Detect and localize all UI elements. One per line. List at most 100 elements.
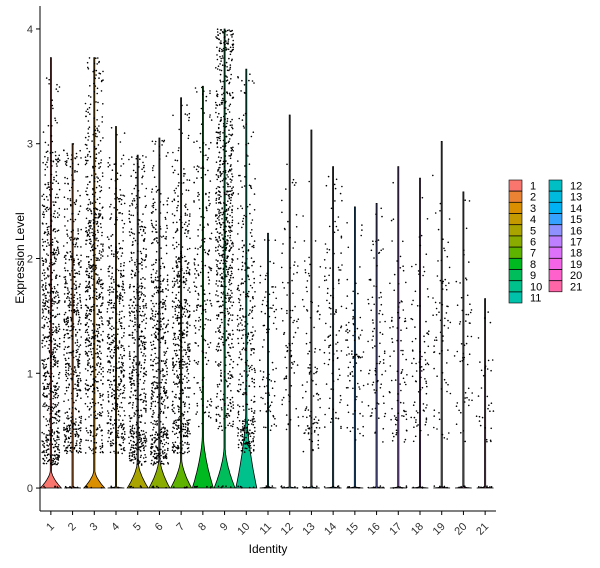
jitter-point: [107, 415, 110, 417]
jitter-point: [175, 317, 177, 320]
jitter-point: [193, 359, 196, 362]
jitter-point: [185, 278, 187, 280]
jitter-point: [121, 437, 123, 440]
jitter-point: [88, 106, 91, 109]
jitter-point: [73, 326, 75, 328]
jitter-point: [143, 164, 145, 167]
jitter-point: [203, 249, 206, 251]
jitter-point: [64, 269, 67, 272]
jitter-point: [202, 93, 204, 95]
jitter-point: [52, 254, 54, 256]
jitter-point: [88, 350, 90, 353]
jitter-point: [186, 431, 188, 433]
jitter-point: [220, 375, 222, 378]
jitter-point: [176, 319, 179, 322]
jitter-point: [74, 407, 77, 410]
jitter-point: [203, 327, 205, 330]
jitter-point: [52, 403, 54, 405]
jitter-point: [43, 305, 46, 308]
jitter-point: [101, 121, 103, 123]
jitter-point: [228, 57, 230, 60]
jitter-point: [229, 363, 231, 366]
jitter-point: [79, 344, 82, 346]
jitter-point: [185, 351, 188, 354]
jitter-point: [228, 140, 230, 142]
jitter-point: [79, 194, 81, 197]
jitter-point: [121, 310, 123, 313]
jitter-point: [130, 387, 133, 389]
jitter-point: [157, 401, 159, 404]
jitter-point: [102, 375, 104, 378]
jitter-point: [193, 310, 195, 312]
jitter-point: [42, 310, 44, 312]
jitter-point: [47, 372, 50, 375]
jitter-point: [202, 293, 205, 295]
jitter-point: [75, 399, 77, 402]
jitter-point: [120, 444, 122, 447]
jitter-point: [218, 329, 221, 331]
jitter-point: [181, 226, 184, 229]
jitter-point: [93, 303, 95, 306]
jitter-point: [222, 291, 225, 293]
jitter-point: [48, 225, 50, 228]
jitter-point: [92, 370, 94, 373]
jitter-point: [66, 251, 68, 254]
jitter-point: [230, 181, 232, 183]
jitter-point: [80, 439, 83, 441]
jitter-point: [77, 436, 79, 438]
jitter-point: [99, 350, 101, 353]
jitter-point: [54, 396, 57, 399]
jitter-point: [70, 236, 72, 239]
jitter-point: [155, 370, 158, 372]
jitter-point: [57, 457, 59, 460]
jitter-point: [184, 451, 186, 453]
jitter-point: [215, 36, 217, 38]
jitter-point: [84, 102, 87, 105]
jitter-point: [173, 407, 175, 409]
jitter-point: [150, 334, 153, 336]
jitter-point: [152, 455, 155, 458]
jitter-point: [220, 361, 222, 364]
jitter-point: [53, 269, 55, 272]
jitter-point: [90, 266, 93, 269]
jitter-point: [231, 296, 233, 298]
jitter-point: [217, 190, 220, 192]
jitter-point: [178, 408, 180, 411]
jitter-point: [71, 242, 74, 244]
jitter-point: [90, 240, 92, 243]
jitter-point: [249, 366, 252, 369]
jitter-point: [215, 259, 217, 261]
jitter-point: [251, 364, 253, 367]
jitter-point: [134, 443, 137, 446]
jitter-point: [225, 193, 228, 196]
jitter-point: [230, 78, 232, 80]
jitter-point: [154, 143, 156, 145]
jitter-point: [220, 369, 222, 372]
jitter-point: [64, 282, 66, 285]
jitter-point: [117, 386, 119, 388]
jitter-point: [182, 428, 184, 431]
jitter-point: [123, 349, 126, 352]
jitter-point: [222, 333, 225, 335]
jitter-point: [123, 132, 126, 134]
jitter-point: [180, 255, 182, 258]
jitter-point: [85, 329, 87, 332]
jitter-point: [222, 57, 224, 59]
jitter-point: [180, 281, 183, 284]
jitter-point: [231, 36, 233, 38]
jitter-point: [130, 452, 132, 454]
jitter-point: [120, 379, 123, 382]
jitter-point: [43, 374, 46, 377]
jitter-point: [44, 358, 46, 361]
jitter-point: [203, 338, 205, 341]
jitter-point: [165, 453, 168, 455]
jitter-point: [208, 415, 210, 418]
jitter-point: [90, 212, 93, 215]
jitter-point: [248, 79, 250, 82]
jitter-point: [236, 427, 239, 429]
jitter-point: [217, 176, 220, 179]
jitter-point: [141, 315, 143, 317]
jitter-point: [150, 211, 153, 214]
jitter-point: [70, 287, 73, 290]
jitter-point: [101, 322, 103, 325]
